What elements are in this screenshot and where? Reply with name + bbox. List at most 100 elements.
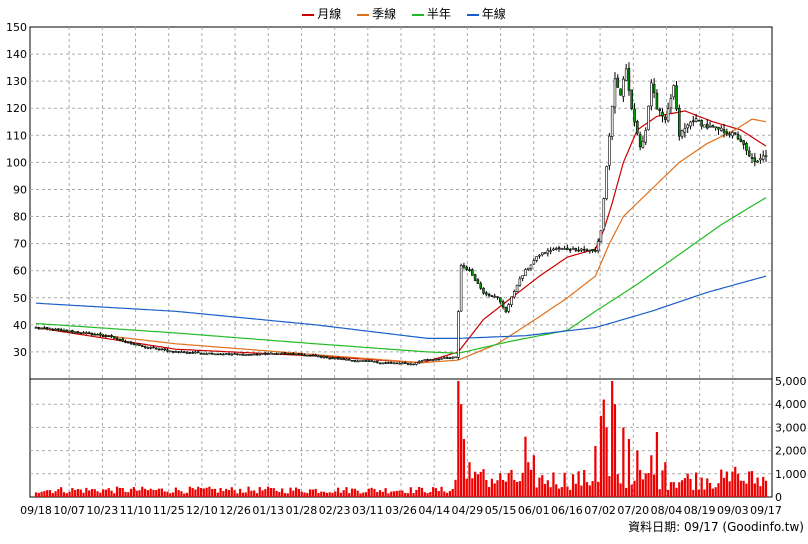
legend-item-month: 月線 [302,5,341,22]
volume-bar [197,486,200,497]
volume-bar [569,489,572,497]
candlestick [269,352,273,355]
candlestick [616,74,620,88]
candlestick [605,165,608,201]
candle-body [750,157,754,159]
candlestick [515,284,519,293]
volume-bar [571,474,575,497]
volume-bar [560,487,563,497]
volume-bar [328,492,331,497]
candle-body [308,354,312,357]
candlestick [448,356,452,360]
candlestick [672,84,675,100]
candlestick [552,247,555,252]
volume-bar [138,490,141,497]
volume-bar [392,491,396,497]
volume-bar [454,479,457,497]
volume-bar [88,490,91,497]
candlestick [591,249,594,253]
volume-bar [468,462,471,497]
volume-bar [476,474,480,497]
candlestick [104,334,108,338]
candlestick [546,248,550,257]
volume-bar [750,471,754,497]
candlestick [451,356,455,360]
candle-body [420,360,424,362]
candlestick [426,358,429,361]
price-tick-label: 90 [13,183,27,196]
candle-body [630,89,634,110]
volume-bar [619,483,622,497]
volume-bar [683,478,687,497]
candle-body [440,358,443,360]
volume-bar [278,491,281,497]
candle-body [490,295,494,297]
candle-body [546,250,550,254]
candle-body [322,355,326,358]
volume-bar [118,487,122,497]
volume-bar [636,450,639,497]
candle-body [278,352,281,355]
volume-bar [303,492,306,497]
candlestick [219,352,222,356]
candlestick [700,119,703,130]
candlestick [174,350,178,353]
candle-body [398,362,401,365]
candlestick [476,278,480,285]
candle-body [664,116,667,120]
volume-bar [720,469,723,497]
candle-body [602,198,606,230]
candlestick [286,352,289,356]
candle-body [180,351,183,354]
candle-body [605,166,608,199]
volume-bar [308,489,312,497]
candlestick [166,348,169,353]
candle-body [535,256,538,261]
candlestick [141,344,144,348]
candlestick [143,345,147,349]
candle-body [638,134,642,148]
volume-bar [700,477,703,497]
candle-body [191,352,194,354]
candlestick [398,361,401,365]
volume-bar [602,399,605,497]
candlestick [188,351,192,355]
candlestick [406,362,410,366]
candle-body [328,357,331,360]
candle-body [141,345,144,348]
candle-body [675,85,678,110]
candlestick [661,108,664,123]
volume-bar [415,489,418,497]
candlestick [431,359,435,362]
volume-bar [518,481,521,497]
candle-body [73,331,77,334]
candlestick [479,281,482,290]
candle-body [160,348,164,351]
candlestick [594,246,597,253]
candlestick [596,238,600,254]
candlestick [627,62,631,96]
candlestick [638,131,642,151]
volume-bar [188,486,191,497]
volume-bar [311,489,315,497]
volume-bar [482,469,485,497]
candlestick [45,327,49,331]
volume-bar [669,482,673,497]
volume-bar [68,491,71,497]
candle-body [107,335,110,338]
volume-bar [412,492,415,497]
candle-body [213,353,217,356]
date-tick-label: 07/02 [584,504,616,517]
volume-bar [102,489,105,497]
volume-bar [85,487,88,497]
volume-bar [275,490,278,497]
candlestick [227,352,231,356]
candle-body [149,346,152,349]
volume-bar [376,492,379,497]
volume-bar [611,381,614,497]
date-tick-label: 01/28 [286,504,318,517]
candlestick [664,114,667,124]
candlestick [496,296,499,300]
volume-bar [51,493,54,497]
volume-bar [725,471,728,497]
